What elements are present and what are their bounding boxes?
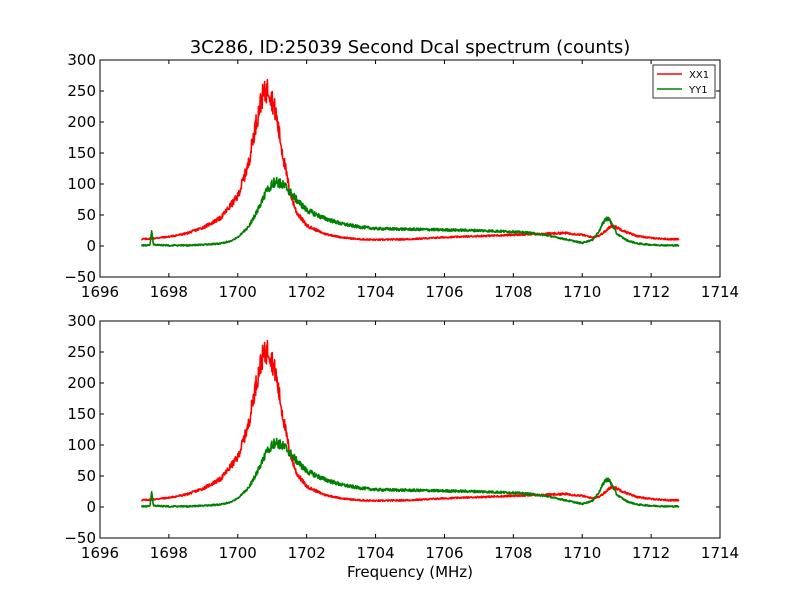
plot-frame [99, 320, 721, 539]
y-tick-label: 150 [67, 144, 96, 162]
y-tick-label: 200 [67, 374, 96, 392]
x-tick-label: 1714 [701, 283, 739, 301]
x-tick-label: 1704 [356, 544, 394, 562]
x-tick-label: 1708 [494, 283, 532, 301]
y-tick-label: 0 [86, 237, 96, 255]
x-tick-label: 1712 [632, 544, 670, 562]
series-line-yy1 [140, 176, 680, 247]
x-tick-label: 1702 [288, 283, 326, 301]
x-tick-label: 1700 [219, 544, 257, 562]
y-tick-label: 100 [67, 175, 96, 193]
x-tick-label: 1706 [425, 544, 463, 562]
x-tick-label: 1700 [219, 283, 257, 301]
series-line-green [140, 437, 680, 508]
x-tick-label: 1696 [81, 283, 119, 301]
x-tick-label: 1706 [425, 283, 463, 301]
y-tick-label: 300 [67, 51, 96, 69]
legend-label: YY1 [688, 85, 708, 96]
y-tick-label: 100 [67, 436, 96, 454]
x-tick-label: 1698 [150, 283, 188, 301]
x-tick-label: 1714 [701, 544, 739, 562]
x-tick-label: 1704 [356, 283, 394, 301]
y-tick-label: 250 [67, 82, 96, 100]
y-tick-label: 0 [86, 498, 96, 516]
y-tick-label: −50 [64, 268, 96, 286]
x-tick-label: 1710 [563, 544, 601, 562]
x-tick-label: 1708 [494, 544, 532, 562]
y-tick-label: 150 [67, 405, 96, 423]
y-tick-label: 50 [77, 467, 96, 485]
x-tick-label: 1696 [81, 544, 119, 562]
y-tick-label: −50 [64, 529, 96, 547]
x-axis-label: Frequency (MHz) [347, 563, 473, 581]
y-tick-label: 300 [67, 312, 96, 330]
y-tick-label: 250 [67, 343, 96, 361]
plot-frame [99, 59, 721, 278]
x-tick-label: 1702 [288, 544, 326, 562]
y-tick-label: 200 [67, 113, 96, 131]
x-tick-label: 1710 [563, 283, 601, 301]
y-tick-label: 50 [77, 206, 96, 224]
x-tick-label: 1698 [150, 544, 188, 562]
legend-box [652, 64, 716, 99]
bottom-panel: 1696 1698 1700 1702 1704 1706 1708 1710 1712 1714… [64, 312, 739, 562]
chart-title: 3C286, ID:25039 Second Dcal spectrum (co… [190, 37, 631, 58]
x-tick-label: 1712 [632, 283, 670, 301]
top-panel: 1696 1698 1700 1702 1704 1706 1708 1710 1712 1714… [64, 51, 739, 301]
series-line-red [140, 339, 680, 503]
series-line-xx1 [140, 78, 680, 242]
legend-label: XX1 [689, 70, 709, 81]
